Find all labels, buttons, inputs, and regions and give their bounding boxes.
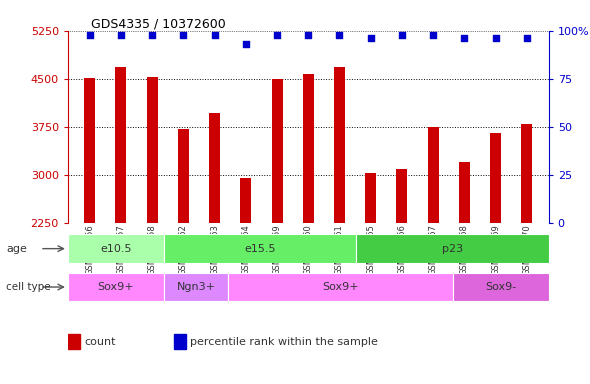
Text: e15.5: e15.5	[244, 243, 276, 254]
Bar	[84, 78, 95, 223]
Bar	[228, 273, 453, 301]
Text: cell type: cell type	[6, 282, 51, 292]
Point	[241, 41, 251, 47]
Point	[491, 35, 500, 41]
Text: p23: p23	[442, 243, 463, 254]
Point	[179, 31, 188, 38]
Point	[522, 35, 532, 41]
Bar	[68, 273, 164, 301]
Point	[335, 31, 344, 38]
Bar	[178, 129, 189, 223]
Bar	[365, 173, 376, 223]
Point	[116, 31, 126, 38]
Bar	[173, 334, 186, 349]
Bar	[209, 113, 220, 223]
Bar	[116, 67, 126, 223]
Point	[460, 35, 469, 41]
Bar	[271, 79, 283, 223]
Bar	[459, 162, 470, 223]
Bar	[303, 74, 314, 223]
Bar	[490, 133, 501, 223]
Point	[148, 31, 157, 38]
Bar	[428, 127, 438, 223]
Bar	[522, 124, 532, 223]
Text: percentile rank within the sample: percentile rank within the sample	[191, 337, 378, 347]
Point	[366, 35, 375, 41]
Point	[428, 31, 438, 38]
Point	[210, 31, 219, 38]
Text: Sox9+: Sox9+	[322, 282, 359, 292]
Bar	[240, 178, 251, 223]
Bar	[356, 234, 549, 263]
Text: Sox9-: Sox9-	[485, 282, 516, 292]
Bar	[334, 67, 345, 223]
Text: e10.5: e10.5	[100, 243, 132, 254]
Text: Sox9+: Sox9+	[97, 282, 135, 292]
Text: age: age	[6, 243, 27, 254]
Bar	[164, 234, 356, 263]
Point	[273, 31, 282, 38]
Text: Ngn3+: Ngn3+	[176, 282, 215, 292]
Bar	[147, 77, 158, 223]
Bar	[396, 169, 408, 223]
Bar	[68, 334, 80, 349]
Text: count: count	[85, 337, 116, 347]
Point	[303, 31, 313, 38]
Text: GDS4335 / 10372600: GDS4335 / 10372600	[91, 17, 226, 30]
Bar	[453, 273, 549, 301]
Bar	[164, 273, 228, 301]
Point	[397, 31, 407, 38]
Bar	[68, 234, 164, 263]
Point	[85, 31, 94, 38]
